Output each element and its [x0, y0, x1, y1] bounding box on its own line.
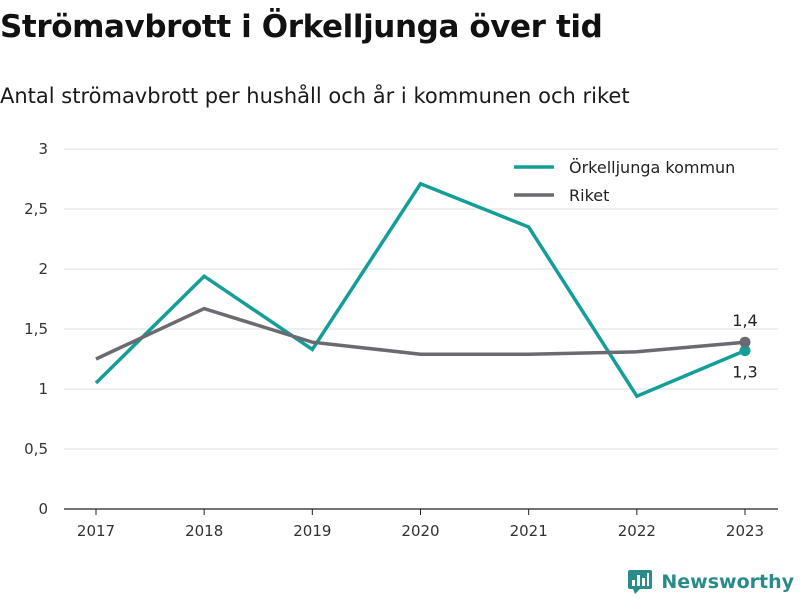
y-tick-label: 1,5 — [24, 320, 48, 338]
x-tick-label: 2022 — [618, 522, 656, 540]
series-end-marker-2 — [739, 336, 751, 348]
legend-label: Örkelljunga kommun — [569, 158, 735, 177]
x-tick-label: 2023 — [726, 522, 764, 540]
legend-label: Riket — [569, 186, 609, 205]
x-tick-label: 2020 — [401, 522, 439, 540]
y-tick-label: 1 — [38, 380, 48, 398]
grid-lines — [64, 148, 778, 450]
chart-title: Strömavbrott i Örkelljunga över tid — [0, 9, 603, 45]
y-tick-label: 3 — [38, 140, 48, 158]
brand-logo: Newsworthy — [627, 569, 794, 595]
series-line-2 — [95, 306, 746, 361]
legend-background — [510, 152, 774, 208]
end-label-riket: 1,4 — [732, 311, 757, 330]
x-tick-label: 2018 — [185, 522, 223, 540]
legend: Örkelljunga kommun Riket — [510, 152, 774, 208]
y-tick-label: 2 — [38, 260, 48, 278]
chart-subtitle: Antal strömavbrott per hushåll och år i … — [0, 84, 630, 108]
series-line-1 — [94, 181, 746, 399]
data-labels: 1,4 1,3 — [732, 311, 757, 381]
axes: 0 0,5 1 1,5 2 2,5 3 2017 2018 2019 2020 2021 2022 202… — [24, 140, 778, 540]
series-end-marker-1 — [739, 345, 751, 357]
end-label-kommun: 1,3 — [732, 363, 757, 382]
brand-name: Newsworthy — [661, 571, 794, 593]
x-tick-label: 2017 — [77, 522, 115, 540]
x-tick-label: 2021 — [510, 522, 548, 540]
series-lines — [94, 181, 751, 399]
x-tick-label: 2019 — [293, 522, 331, 540]
y-tick-label: 0 — [38, 500, 48, 518]
y-tick-label: 2,5 — [24, 200, 48, 218]
newsworthy-logo-icon — [628, 570, 653, 594]
y-tick-label: 0,5 — [24, 440, 48, 458]
